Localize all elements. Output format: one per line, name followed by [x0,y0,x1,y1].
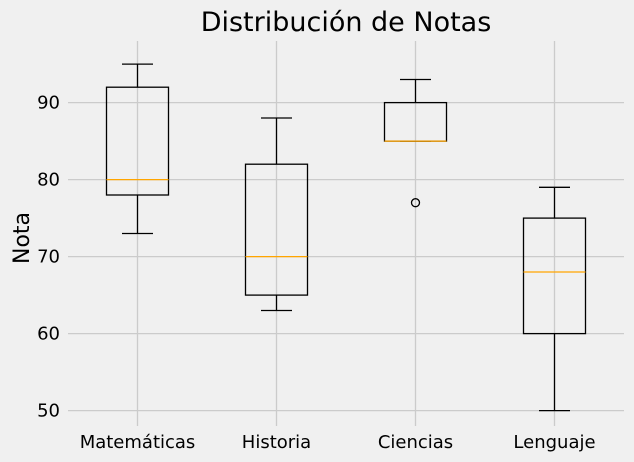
x-tick-label: Lenguaje [513,432,595,453]
iqr-box [105,86,170,196]
box-3 [522,186,587,412]
y-tick-label: 90 [37,93,60,114]
y-tick-label: 80 [37,170,60,191]
boxes [105,63,587,412]
x-tick-label: Historia [242,432,311,453]
box-2 [383,78,448,208]
box-0 [105,63,170,235]
outlier-point [410,198,421,208]
y-tick-label: 70 [37,247,60,268]
x-tick-labels: Matemáticas Historia Ciencias Lenguaje [80,432,596,453]
chart-title: Distribución de Notas [201,7,492,38]
y-axis-label: Nota [10,212,35,264]
x-tick-label: Matemáticas [80,432,196,453]
y-tick-label: 60 [37,324,60,345]
iqr-box [244,163,309,296]
x-tick-label: Ciencias [378,432,453,453]
y-tick-label: 50 [37,401,60,422]
box-1 [244,117,309,312]
y-tick-labels: 50 60 70 80 90 [37,93,60,422]
iqr-box [522,217,587,335]
